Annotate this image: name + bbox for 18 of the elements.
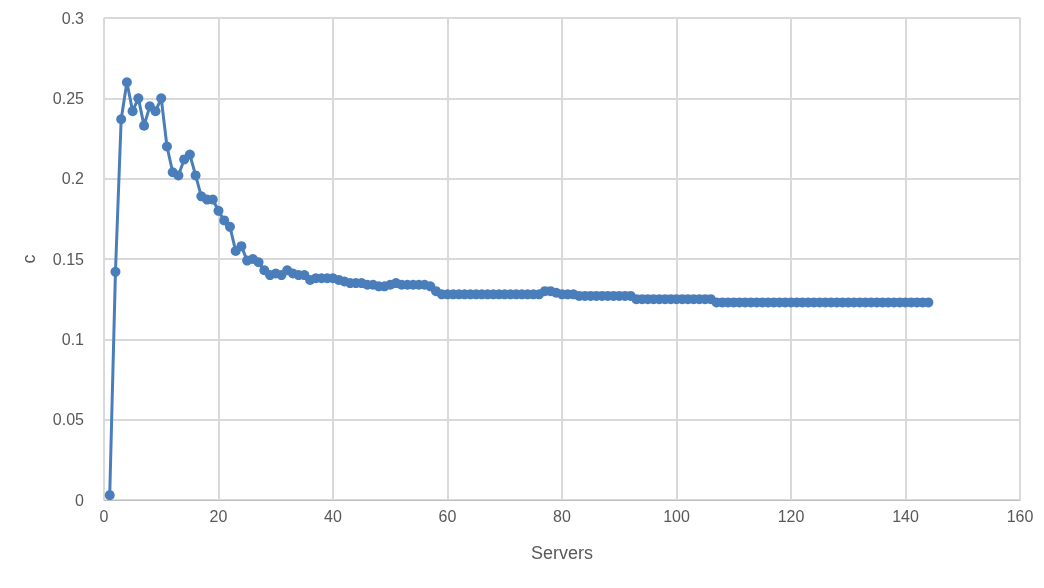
y-tick-label: 0.15 — [52, 250, 85, 268]
x-tick-label: 120 — [777, 507, 805, 525]
y-tick-label: 0.05 — [52, 411, 85, 429]
y-tick-label: 0.2 — [61, 170, 85, 188]
x-tick-label: 100 — [663, 507, 690, 525]
x-tick-label: 60 — [438, 507, 457, 525]
x-tick-label: 0 — [99, 507, 109, 525]
y-tick-label: 0.1 — [61, 330, 85, 348]
x-tick-label: 140 — [892, 507, 919, 525]
y-axis-title: c — [19, 254, 39, 264]
x-tick-label: 20 — [209, 507, 228, 525]
x-tick-label: 40 — [324, 507, 342, 525]
y-tick-label: 0.25 — [52, 89, 85, 107]
x-tick-label: 80 — [553, 507, 571, 525]
x-axis-title: Servers — [530, 543, 594, 563]
x-tick-label: 160 — [1006, 507, 1034, 525]
y-tick-label: 0 — [75, 491, 85, 509]
y-tick-label: 0.3 — [61, 9, 85, 27]
